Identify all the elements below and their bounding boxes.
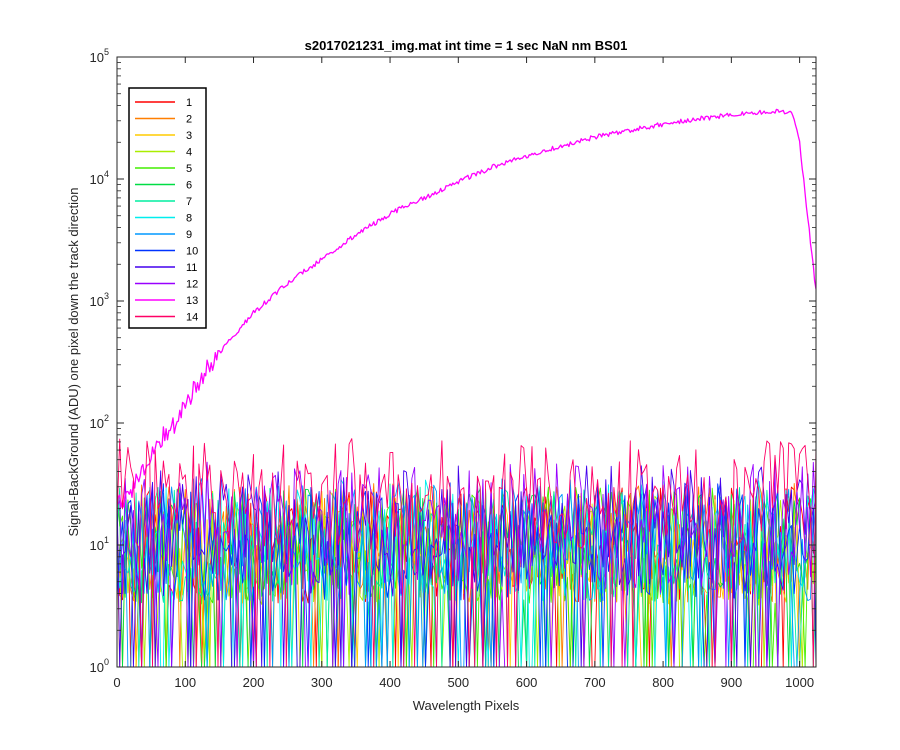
legend-label: 6: [186, 180, 192, 192]
y-tick-exponent: 2: [104, 413, 109, 423]
y-tick-exponent: 4: [104, 169, 109, 179]
x-tick-label: 800: [652, 675, 674, 690]
y-tick-base: 10: [90, 416, 104, 431]
y-tick-exponent: 5: [104, 47, 109, 57]
legend-box: [128, 87, 207, 329]
legend-label: 9: [186, 229, 192, 241]
y-tick-exponent: 0: [104, 657, 109, 667]
x-tick-label: 900: [721, 675, 743, 690]
series-layer: [117, 108, 816, 667]
y-tick-label: 104: [90, 169, 109, 187]
series-line-12: [117, 461, 816, 667]
y-tick-base: 10: [90, 294, 104, 309]
y-tick-exponent: 1: [104, 535, 109, 545]
legend-label: 5: [186, 163, 192, 175]
series-line-14: [117, 438, 816, 667]
y-tick-base: 10: [90, 172, 104, 187]
axes-box: [116, 56, 817, 668]
legend-label: 8: [186, 213, 192, 225]
y-tick-base: 10: [90, 660, 104, 675]
x-tick-label: 300: [311, 675, 333, 690]
x-tick-label: 600: [516, 675, 538, 690]
legend-label: 10: [186, 246, 198, 258]
y-tick-exponent: 3: [104, 291, 109, 301]
legend-label: 11: [186, 262, 197, 274]
legend-label: 2: [186, 114, 192, 126]
legend-label: 13: [186, 295, 198, 307]
x-axis-label: Wavelength Pixels: [413, 698, 520, 713]
y-tick-base: 10: [90, 538, 104, 553]
y-tick-label: 101: [90, 535, 109, 553]
series-line-13: [117, 108, 816, 508]
legend-label: 1: [186, 97, 192, 109]
x-tick-label: 400: [379, 675, 401, 690]
series-line-9: [117, 478, 816, 667]
y-axis-label: Signal-BackGround (ADU) one pixel down t…: [66, 187, 81, 536]
y-tick-label: 103: [90, 291, 109, 309]
legend-label: 3: [186, 130, 192, 142]
y-tick-label: 102: [90, 413, 109, 431]
x-tick-label: 500: [447, 675, 469, 690]
legend-label: 7: [186, 196, 192, 208]
series-line-11: [117, 465, 816, 667]
x-tick-label: 100: [174, 675, 196, 690]
x-tick-label: 700: [584, 675, 606, 690]
series-line-8: [117, 478, 816, 667]
y-tick-base: 10: [90, 50, 104, 65]
chart-title: s2017021231_img.mat int time = 1 sec NaN…: [305, 38, 628, 53]
x-tick-label: 0: [113, 675, 120, 690]
legend-label: 12: [186, 279, 198, 291]
y-tick-label: 100: [90, 657, 109, 675]
y-tick-label: 105: [90, 47, 109, 65]
x-tick-label: 200: [243, 675, 265, 690]
legend-label: 14: [186, 312, 198, 324]
x-tick-label: 1000: [785, 675, 814, 690]
x-axis: 0 100 200 300 400 500 600 700 800 900 1000: [113, 57, 814, 690]
legend-label: 4: [186, 147, 192, 159]
